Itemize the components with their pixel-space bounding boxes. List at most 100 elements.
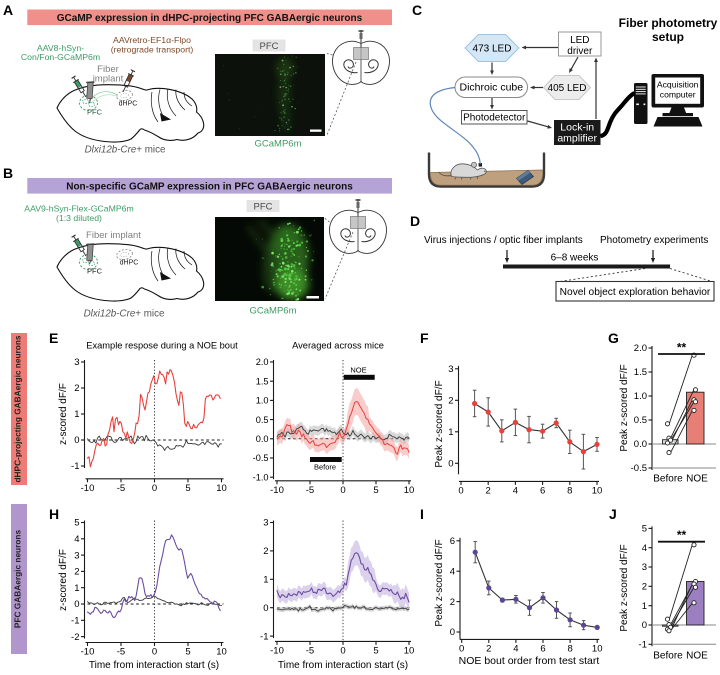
svg-text:2: 2 [642,582,647,593]
svg-text:3: 3 [448,364,453,375]
svg-text:Averaged across mice: Averaged across mice [292,341,384,351]
svg-text:1: 1 [74,583,79,594]
svg-text:1: 1 [642,601,647,612]
svg-text:1: 1 [448,427,453,438]
svg-text:-2: -2 [71,632,79,643]
svg-text:1.0: 1.0 [634,391,647,402]
svg-text:H: H [49,506,59,522]
svg-text:2: 2 [486,485,491,496]
svg-text:Dlxi12b-Cre+ mice: Dlxi12b-Cre+ mice [84,309,165,320]
svg-text:dHPC-projecting GABAergic neur: dHPC-projecting GABAergic neurons [13,335,23,482]
svg-text:Before: Before [314,463,336,472]
svg-text:3: 3 [74,357,79,368]
svg-text:LED: LED [570,35,589,46]
svg-text:0: 0 [448,459,453,470]
svg-text:F: F [420,330,429,346]
svg-text:10: 10 [404,645,415,656]
svg-text:Dichroic cube: Dichroic cube [459,82,523,94]
svg-text:8: 8 [567,643,572,654]
svg-text:2: 2 [263,546,268,557]
svg-text:AAVretro-EF1α-Flpo: AAVretro-EF1α-Flpo [113,35,191,45]
svg-text:-5: -5 [117,647,125,658]
svg-text:5: 5 [185,647,190,658]
svg-text:GCaMP6m: GCaMP6m [250,306,297,317]
svg-text:(retrograde transport): (retrograde transport) [111,45,194,55]
svg-text:C: C [412,2,422,18]
svg-text:dHPC: dHPC [119,101,138,108]
svg-text:dHPC: dHPC [120,260,139,267]
svg-text:Peak z-scored dF/F: Peak z-scored dF/F [619,364,630,451]
svg-text:Before: Before [653,474,683,485]
svg-text:Photodetector: Photodetector [463,113,526,124]
svg-text:2: 2 [450,597,455,608]
svg-text:5: 5 [74,518,79,529]
svg-text:3: 3 [74,550,79,561]
svg-text:NOE bout order from test start: NOE bout order from test start [459,655,600,667]
svg-text:4: 4 [74,534,79,545]
svg-text:-0.5: -0.5 [253,453,269,463]
svg-text:B: B [3,165,13,181]
svg-text:2: 2 [74,567,79,578]
svg-text:-0.5: -0.5 [631,463,647,474]
svg-text:405 LED: 405 LED [548,83,587,94]
svg-text:-5: -5 [306,485,314,496]
svg-text:0: 0 [459,643,464,654]
svg-text:computer: computer [660,90,696,100]
svg-text:6: 6 [540,643,545,654]
svg-text:4: 4 [513,643,518,654]
svg-text:-1: -1 [71,461,79,472]
svg-text:2: 2 [74,383,79,394]
svg-text:10: 10 [216,647,227,658]
svg-text:Peak z-scored dF/F: Peak z-scored dF/F [619,544,630,631]
svg-text:Time from interaction start (s: Time from interaction start (s) [89,660,219,671]
svg-text:1.5: 1.5 [256,376,269,386]
svg-text:-5: -5 [117,483,125,494]
svg-text:5: 5 [373,645,378,656]
svg-text:Peak z-scored dF/F: Peak z-scored dF/F [434,539,445,626]
svg-text:Fiber implant: Fiber implant [86,230,141,241]
svg-text:0: 0 [450,627,455,638]
svg-text:Con/Fon-GCaMP6m: Con/Fon-GCaMP6m [21,52,100,62]
svg-text:-10: -10 [81,483,95,494]
svg-text:D: D [410,213,420,229]
svg-text:NOE: NOE [686,651,708,662]
svg-text:1.5: 1.5 [634,367,647,378]
svg-text:2.0: 2.0 [256,357,269,367]
svg-text:setup: setup [652,30,684,44]
svg-text:0: 0 [458,485,463,496]
svg-text:0: 0 [263,603,268,614]
svg-text:PFC GABAergic neurons: PFC GABAergic neurons [13,530,23,629]
svg-text:GCaMP expression in dHPC-proje: GCaMP expression in dHPC-projecting PFC … [57,13,363,24]
svg-text:PFC: PFC [87,108,103,117]
svg-text:Peak z-scored dF/F: Peak z-scored dF/F [434,380,445,467]
svg-text:-1: -1 [260,631,268,642]
svg-text:z-scored dF/F: z-scored dF/F [58,383,69,445]
svg-text:PFC: PFC [87,267,103,276]
svg-text:10: 10 [404,485,415,496]
svg-text:A: A [3,2,13,18]
svg-text:J: J [609,506,617,522]
svg-text:4: 4 [513,485,518,496]
svg-text:Lock-in: Lock-in [560,122,594,134]
svg-text:5: 5 [642,524,647,535]
svg-text:implant: implant [93,74,124,85]
svg-text:**: ** [677,528,687,542]
svg-text:Example respose during a NOE b: Example respose during a NOE bout [86,341,238,351]
svg-text:10: 10 [592,485,603,496]
svg-text:I: I [420,506,424,522]
svg-text:Virus injections / optic fiber: Virus injections / optic fiber implants [424,235,583,246]
svg-text:0.5: 0.5 [256,415,269,425]
svg-text:Photometry experiments: Photometry experiments [600,235,708,246]
svg-text:8: 8 [567,485,572,496]
svg-text:0.0: 0.0 [256,434,269,444]
svg-text:2: 2 [486,643,491,654]
svg-text:4: 4 [642,543,647,554]
svg-text:Non-specific GCaMP expression: Non-specific GCaMP expression in PFC GAB… [66,182,353,193]
svg-text:0.5: 0.5 [634,415,647,426]
svg-text:-10: -10 [270,485,284,496]
svg-text:10: 10 [592,643,603,654]
svg-text:Fiber: Fiber [97,64,119,75]
svg-text:0: 0 [642,620,647,631]
svg-text:1: 1 [74,409,79,420]
svg-text:amplifier: amplifier [557,133,597,145]
